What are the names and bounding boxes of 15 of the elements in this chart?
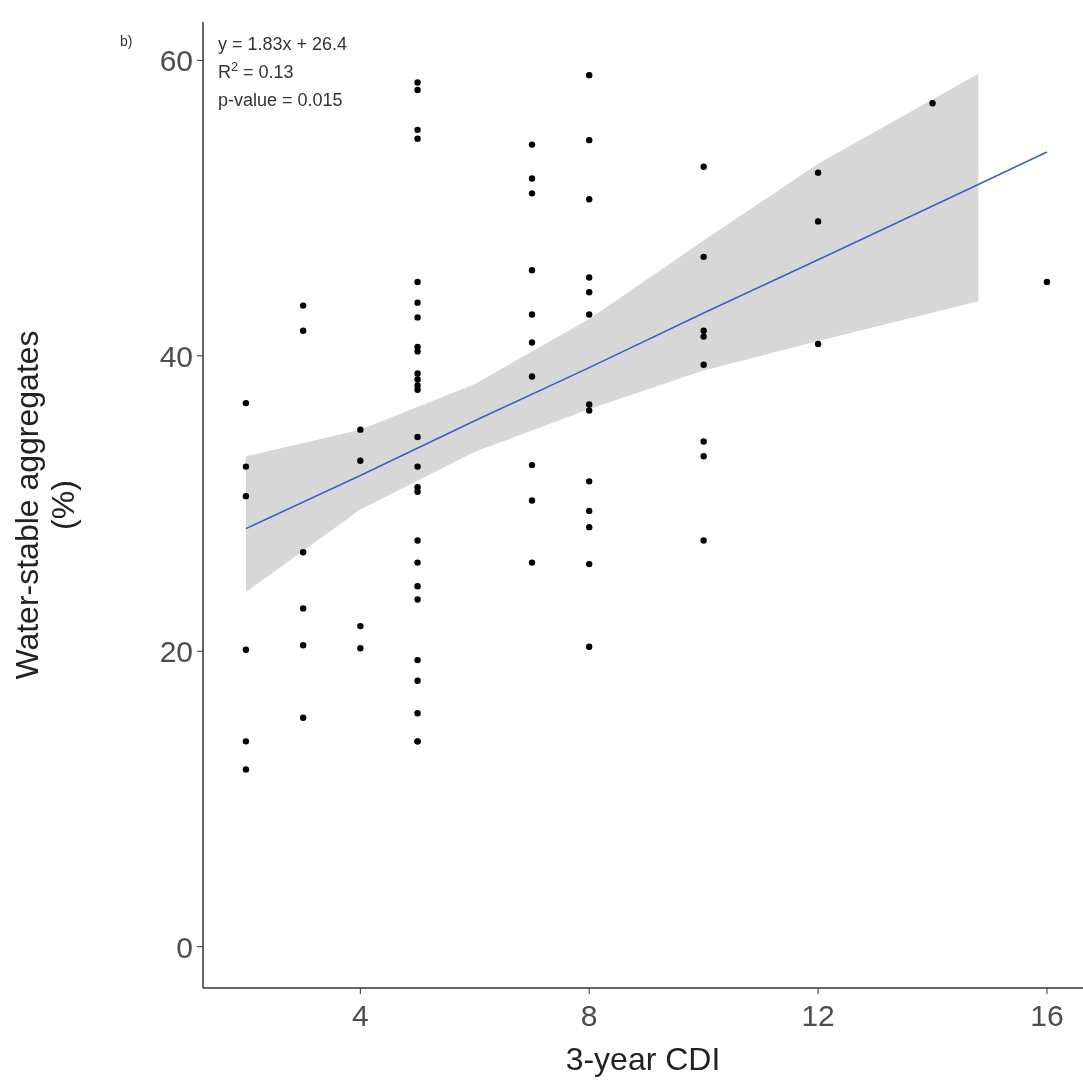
line-series bbox=[245, 151, 1048, 530]
y-tick-label: 60 bbox=[159, 44, 193, 78]
x-tick-label: 16 bbox=[1030, 999, 1064, 1032]
x-axis-title: 3-year CDI bbox=[565, 1041, 721, 1077]
y-tick-label: 0 bbox=[176, 930, 193, 964]
y-tick-label: 40 bbox=[159, 339, 193, 373]
x-tick-label: 8 bbox=[580, 999, 598, 1032]
annotation: y = 1.83x + 26.4 bbox=[218, 34, 348, 54]
x-tick-label: 4 bbox=[352, 999, 369, 1032]
annotation: R$^{2}$ = 0.13 bbox=[218, 60, 294, 82]
text: b) bbox=[120, 33, 133, 49]
annotation: p-value = 0.015 bbox=[218, 90, 343, 110]
x-tick-label: 12 bbox=[801, 999, 835, 1032]
y-tick-label: 20 bbox=[159, 635, 193, 669]
y-axis-title: Water-stable aggregates (%) bbox=[9, 330, 81, 680]
